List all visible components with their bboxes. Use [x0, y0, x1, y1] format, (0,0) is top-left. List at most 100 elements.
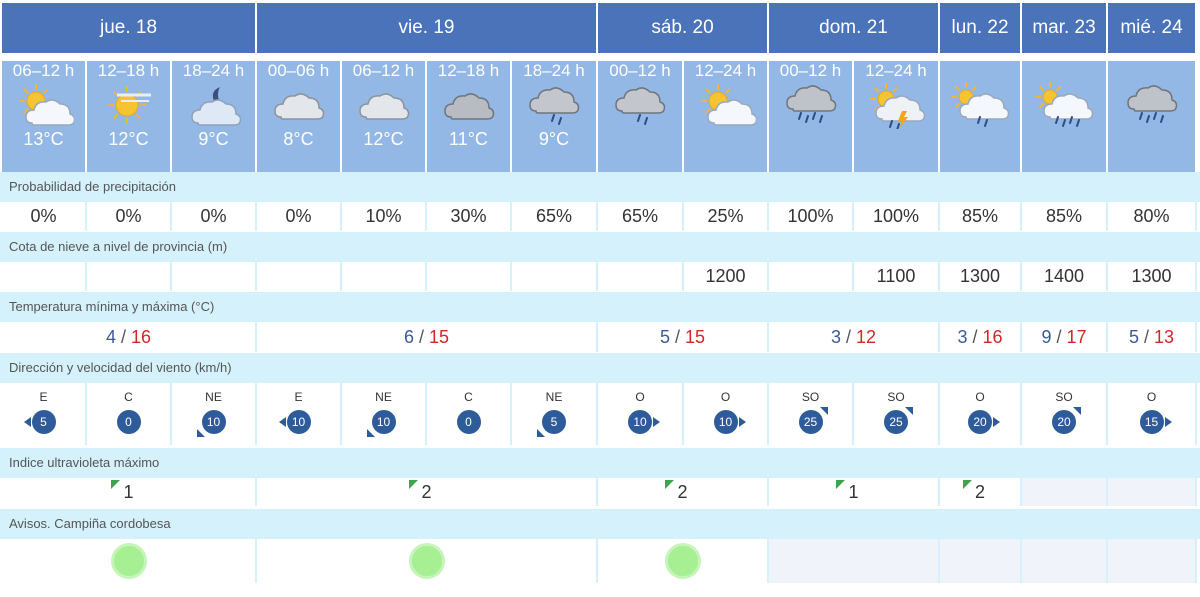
- period-cell-inner: 12–24 h: [854, 61, 940, 178]
- wind-cell: NE 10: [172, 383, 257, 445]
- alerts-row: [0, 539, 1200, 583]
- period-cell-inner: 00–12 h: [598, 61, 684, 178]
- day-header[interactable]: sáb. 20: [598, 3, 769, 53]
- snow-value: [342, 262, 427, 291]
- day-header[interactable]: dom. 21: [769, 3, 940, 53]
- alert-green-circle-icon[interactable]: [408, 543, 445, 579]
- snow-value: [769, 262, 854, 291]
- wind-arrow-icon: [23, 417, 31, 427]
- alert-entry: [257, 539, 598, 583]
- period-label: 12–24 h: [694, 61, 757, 80]
- temp-max: 16: [131, 326, 152, 347]
- precip-cell: 0%: [257, 202, 342, 231]
- alert-green-circle-icon[interactable]: [664, 543, 701, 579]
- snow-cell: [172, 262, 257, 291]
- wind-direction: NE: [205, 390, 222, 404]
- period-cell-inner: 12–18 h 12°C: [87, 61, 172, 178]
- uv-value: 2: [665, 479, 688, 503]
- wind-entry: O 10: [684, 383, 769, 445]
- period-cell-inner: 00–06 h 8°C: [257, 61, 342, 178]
- uv-value: 2: [962, 479, 985, 503]
- period-cell: 18–24 h 9°C: [512, 53, 598, 178]
- day-header[interactable]: jue. 18: [2, 3, 257, 53]
- temp-cell: 5/15: [598, 322, 769, 352]
- wind-direction: SO: [887, 390, 905, 404]
- wind-direction: E: [39, 390, 48, 404]
- uv-cell: 2: [940, 478, 1022, 506]
- period-label: 00–06 h: [267, 61, 330, 80]
- wind-cell: O 10: [598, 383, 684, 445]
- precip-cell: 100%: [769, 202, 854, 231]
- wind-row: E 5 C 0 NE 10 E 10 NE 10 C 0 NE 5 O 10 O 10 SO 25 SO 25 O 20 SO 2…: [0, 383, 1200, 445]
- period-label: [940, 61, 1020, 81]
- wind-entry: NE 10: [342, 383, 427, 445]
- temp-min: 4: [105, 326, 116, 347]
- precip-cell: 30%: [427, 202, 512, 231]
- uv-cell: [1108, 478, 1197, 506]
- wind-arrow-icon: [278, 417, 286, 427]
- precip-cell: 0%: [87, 202, 172, 231]
- precip-value: 65%: [512, 202, 598, 231]
- snow-row: 1200 1100 1300 1400 1300: [0, 262, 1200, 291]
- period-temperature: 9°C: [538, 129, 570, 149]
- temp-min-max: 4/16: [2, 322, 257, 352]
- precip-row: 0% 0% 0% 0% 10% 30% 65% 65% 25% 100% 100% 85% 85% 80%: [0, 202, 1200, 231]
- period-cell: 00–12 h: [769, 53, 854, 178]
- alert-cell: [1108, 539, 1197, 583]
- day-header[interactable]: mar. 23: [1022, 3, 1108, 53]
- storm-sun-icon: [854, 81, 938, 129]
- period-temperature: 9°C: [198, 129, 229, 149]
- day-header-label: lun. 22: [940, 3, 1022, 53]
- wind-speed-badge: 20: [1052, 407, 1081, 434]
- wind-cell: NE 5: [512, 383, 598, 445]
- snow-value: [87, 262, 172, 291]
- snow-section-label: Cota de nieve a nivel de provincia (m): [0, 232, 1200, 262]
- temp-max: 13: [1154, 326, 1175, 347]
- wind-entry: NE 10: [172, 383, 257, 445]
- alert-cell: [2, 539, 257, 583]
- wind-arrow-icon: [537, 429, 545, 437]
- wind-entry: SO 25: [854, 383, 940, 445]
- period-cell-inner: 00–12 h: [769, 61, 854, 178]
- period-cell: 12–24 h: [854, 53, 940, 178]
- uv-flag-icon: [836, 479, 846, 489]
- uv-cell: 1: [2, 478, 257, 506]
- wind-speed-badge: 5: [537, 410, 566, 437]
- period-label: 12–18 h: [97, 61, 160, 80]
- day-header[interactable]: vie. 19: [257, 3, 598, 53]
- precip-value: 0%: [172, 202, 257, 231]
- period-temperature: 11°C: [449, 129, 488, 149]
- day-header[interactable]: lun. 22: [940, 3, 1022, 53]
- temp-separator: /: [845, 326, 851, 347]
- precip-cell: 85%: [1022, 202, 1108, 231]
- alert-green-circle-icon[interactable]: [110, 543, 147, 579]
- wind-speed-badge: 5: [23, 410, 56, 434]
- hazy-sun-icon: [87, 81, 170, 129]
- period-cell: 06–12 h 13°C: [2, 53, 87, 178]
- uv-section-label: Indice ultravioleta máximo: [0, 448, 1200, 478]
- temp-separator: /: [120, 326, 126, 347]
- period-cell: 00–06 h 8°C: [257, 53, 342, 178]
- sun-cloud-icon: [2, 81, 85, 129]
- wind-direction: O: [1146, 390, 1157, 404]
- precip-cell: 80%: [1108, 202, 1197, 231]
- precip-value: 0%: [2, 202, 87, 231]
- wind-arrow-icon: [905, 407, 913, 415]
- uv-entry: 1: [2, 478, 257, 506]
- uv-entry: [1108, 478, 1197, 506]
- temp-max: 15: [685, 326, 706, 347]
- uv-flag-icon: [111, 479, 121, 489]
- precip-value: 10%: [342, 202, 427, 231]
- day-header-label: vie. 19: [257, 3, 598, 53]
- wind-arrow-icon: [366, 429, 375, 437]
- wind-cell: O 20: [940, 383, 1022, 445]
- day-header[interactable]: mié. 24: [1108, 3, 1197, 53]
- wind-entry: SO 25: [769, 383, 854, 445]
- period-temperature: 12°C: [363, 129, 404, 149]
- snow-cell: [342, 262, 427, 291]
- wind-arrow-icon: [738, 417, 746, 427]
- wind-arrow-icon: [653, 417, 660, 427]
- uv-entry: 2: [257, 478, 598, 506]
- temp-separator: /: [674, 326, 680, 347]
- wind-cell: O 10: [684, 383, 769, 445]
